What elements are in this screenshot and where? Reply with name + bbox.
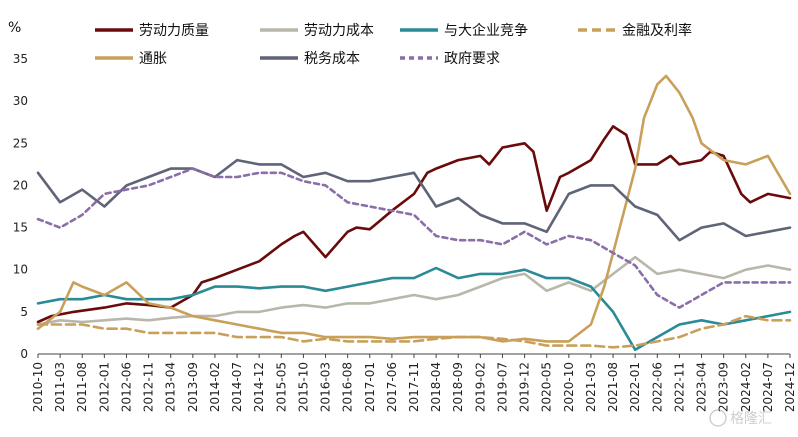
x-tick-label: 2012-01: [97, 362, 111, 412]
x-tick-label: 2018-04: [429, 362, 443, 412]
watermark: 格隆汇: [709, 409, 772, 427]
series-line-3: [36, 314, 792, 349]
y-tick-label: 30: [13, 94, 28, 108]
watermark-text: 格隆汇: [730, 411, 772, 427]
legend-label: 通胀: [139, 51, 167, 67]
y-tick-label: 5: [20, 305, 28, 319]
y-tick-label: 20: [13, 178, 28, 192]
series-line-1: [36, 255, 792, 326]
x-tick-label: 2012-11: [142, 362, 156, 412]
x-tick-label: 2011-08: [75, 362, 89, 412]
x-tick-label: 2019-02: [473, 362, 487, 412]
x-tick-label: 2016-08: [341, 362, 355, 412]
x-tick-label: 2016-03: [319, 362, 333, 412]
x-tick-label: 2021-08: [606, 362, 620, 412]
x-tick-label: 2013-09: [186, 362, 200, 412]
watermark-logo-icon: [709, 409, 727, 427]
x-tick-label: 2024-07: [761, 362, 775, 412]
x-tick-label: 2022-06: [650, 362, 664, 412]
x-tick-label: 2015-05: [274, 362, 288, 412]
y-tick-label: 15: [13, 221, 28, 235]
x-tick-label: 2014-07: [230, 362, 244, 412]
x-tick-label: 2014-02: [208, 362, 222, 412]
x-tick-label: 2017-11: [407, 362, 421, 412]
x-tick-label: 2015-10: [296, 362, 310, 412]
x-tick-label: 2010-10: [31, 362, 45, 412]
series-line-6: [36, 167, 792, 309]
y-tick-label: 0: [20, 347, 28, 361]
y-axis-unit: %: [8, 20, 21, 36]
y-tick-label: 25: [13, 136, 28, 150]
legend-item: 与大企业竞争: [400, 22, 528, 39]
x-tick-label: 2018-09: [451, 362, 465, 412]
x-tick-label: 2023-04: [695, 362, 709, 412]
legend-item: 劳动力质量: [95, 23, 209, 39]
legend-item: 金融及利率: [578, 22, 692, 39]
series-line-2: [36, 266, 792, 352]
series-line-5: [36, 158, 792, 242]
x-tick-label: 2014-12: [252, 362, 266, 412]
legend-item: 政府要求: [400, 51, 500, 67]
legend-label: 税务成本: [304, 51, 360, 67]
x-tick-label: 2017-06: [385, 362, 399, 412]
legend-item: 税务成本: [260, 51, 360, 67]
legend-item: 劳动力成本: [260, 23, 374, 39]
x-tick-label: 2023-09: [717, 362, 731, 412]
x-tick-label: 2022-11: [672, 362, 686, 412]
legend-label: 劳动力成本: [304, 23, 374, 39]
x-tick-label: 2012-06: [119, 362, 133, 412]
y-axis: 0 5 10 15 20 25 30 35: [13, 52, 28, 361]
legend-label: 政府要求: [444, 51, 500, 67]
x-tick-label: 2022-01: [628, 362, 642, 412]
x-tick-label: 2020-05: [540, 362, 554, 412]
x-tick-label: 2019-07: [495, 362, 509, 412]
y-tick-label: 10: [13, 263, 28, 277]
x-tick-label: 2011-03: [53, 362, 67, 412]
x-tick-label: 2021-03: [584, 362, 598, 412]
x-tick-label: 2024-02: [739, 362, 753, 412]
legend-label: 劳动力质量: [139, 23, 209, 39]
series-group: [36, 74, 792, 352]
series-line-0: [36, 125, 792, 324]
legend-item: 通胀: [95, 51, 167, 67]
x-tick-label: 2017-01: [363, 362, 377, 412]
series-line-4: [36, 74, 792, 343]
y-tick-label: 35: [13, 52, 28, 66]
x-tick-label: 2019-12: [518, 362, 532, 412]
x-tick-label: 2020-10: [562, 362, 576, 412]
legend-label: 金融及利率: [622, 22, 692, 39]
legend-label: 与大企业竞争: [444, 22, 528, 39]
x-axis: 2010-10 2011-03 2011-08 2012-01 2012-06 2012-…: [31, 353, 797, 412]
x-tick-label: 2013-04: [164, 362, 178, 412]
x-tick-label: 2024-12: [783, 362, 797, 412]
